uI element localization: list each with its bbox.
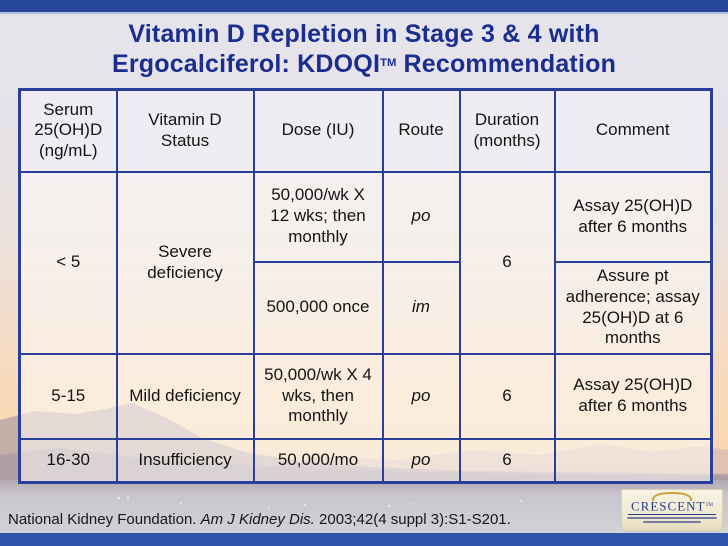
- crescent-logo-tm: TM: [705, 503, 713, 508]
- cell-status-insufficiency: Insufficiency: [115, 437, 255, 484]
- table-row-severe-im: 500,000 once im Assure pt adherence; ass…: [20, 260, 713, 355]
- table-row-severe-po: < 5 Severe deficiency 50,000/wk X 12 wks…: [18, 170, 713, 355]
- cell-route-insufficiency: po: [381, 437, 461, 484]
- trademark-superscript: TM: [380, 56, 397, 69]
- footer-haze-band: [0, 480, 728, 533]
- header-route: Route: [381, 88, 461, 173]
- cell-dose-severe-po: 50,000/wk X 12 wks; then monthly: [252, 170, 384, 263]
- cell-status-severe: Severe deficiency: [115, 170, 255, 355]
- cell-route-mild: po: [381, 352, 461, 440]
- cell-serum-insufficiency: 16-30: [18, 437, 118, 484]
- title-line2-pre: Ergocalciferol: KDOQI: [111, 49, 381, 78]
- title-line2: Ergocalciferol: KDOQITM Recommendation: [0, 50, 728, 80]
- table-header-row: Serum 25(OH)D (ng/mL) Vitamin D Status D…: [18, 88, 713, 173]
- title-line1: Vitamin D Repletion in Stage 3 & 4 with: [128, 20, 600, 48]
- top-accent-bar: [0, 0, 728, 12]
- crescent-logo-rule: [628, 513, 716, 515]
- header-comment: Comment: [553, 88, 713, 173]
- header-dose: Dose (IU): [252, 88, 384, 173]
- header-status: Vitamin D Status: [115, 88, 255, 173]
- citation-text: National Kidney Foundation. Am J Kidney …: [8, 511, 511, 528]
- cell-duration-insufficiency: 6: [458, 437, 556, 484]
- cell-duration-mild: 6: [458, 352, 556, 440]
- title-line2-post: Recommendation: [396, 49, 617, 78]
- table-row-insufficiency: 16-30 Insufficiency 50,000/mo po 6: [18, 437, 713, 484]
- citation-suffix: 2003;42(4 suppl 3):S1-S201.: [314, 511, 511, 528]
- header-duration: Duration (months): [458, 88, 556, 173]
- slide-title: Vitamin D Repletion in Stage 3 & 4 with …: [0, 20, 728, 79]
- cell-dose-mild: 50,000/wk X 4 wks, then monthly: [252, 352, 384, 440]
- crescent-logo-name: CRESCENTTM: [622, 499, 722, 513]
- cell-duration-severe: 6: [458, 170, 556, 355]
- city-lights-dots: [118, 497, 120, 499]
- cell-dose-insufficiency: 50,000/mo: [252, 437, 384, 484]
- citation-journal: Am J Kidney Dis.: [200, 511, 315, 528]
- cell-serum-mild: 5-15: [18, 352, 118, 440]
- citation-prefix: National Kidney Foundation.: [8, 511, 201, 528]
- table-row-mild: 5-15 Mild deficiency 50,000/wk X 4 wks, …: [18, 352, 713, 440]
- cell-dose-severe-im: 500,000 once: [252, 260, 384, 355]
- crescent-logo-tagline-line2: [643, 520, 701, 523]
- header-serum: Serum 25(OH)D (ng/mL): [18, 88, 118, 173]
- cell-comment-insufficiency: [553, 437, 713, 484]
- cell-comment-mild: Assay 25(OH)D after 6 months: [553, 352, 713, 440]
- bottom-accent-bar: [0, 533, 728, 546]
- cell-serum-severe: < 5: [18, 170, 118, 355]
- cell-route-severe-po: po: [381, 170, 461, 263]
- crescent-logo-arch-icon: [652, 492, 692, 501]
- cell-comment-severe-po: Assay 25(OH)D after 6 months: [553, 170, 713, 263]
- top-accent-line: [0, 12, 728, 14]
- cell-status-mild: Mild deficiency: [115, 352, 255, 440]
- kdoqi-repletion-table: Serum 25(OH)D (ng/mL) Vitamin D Status D…: [18, 88, 713, 484]
- cell-comment-severe-im: Assure pt adherence; assay 25(OH)D at 6 …: [553, 260, 713, 355]
- crescent-logo-wordmark: CRESCENT: [631, 498, 706, 514]
- crescent-logo-tagline-line1: [627, 516, 717, 519]
- crescent-logo: CRESCENTTM: [621, 489, 723, 531]
- cell-route-severe-im: im: [381, 260, 461, 355]
